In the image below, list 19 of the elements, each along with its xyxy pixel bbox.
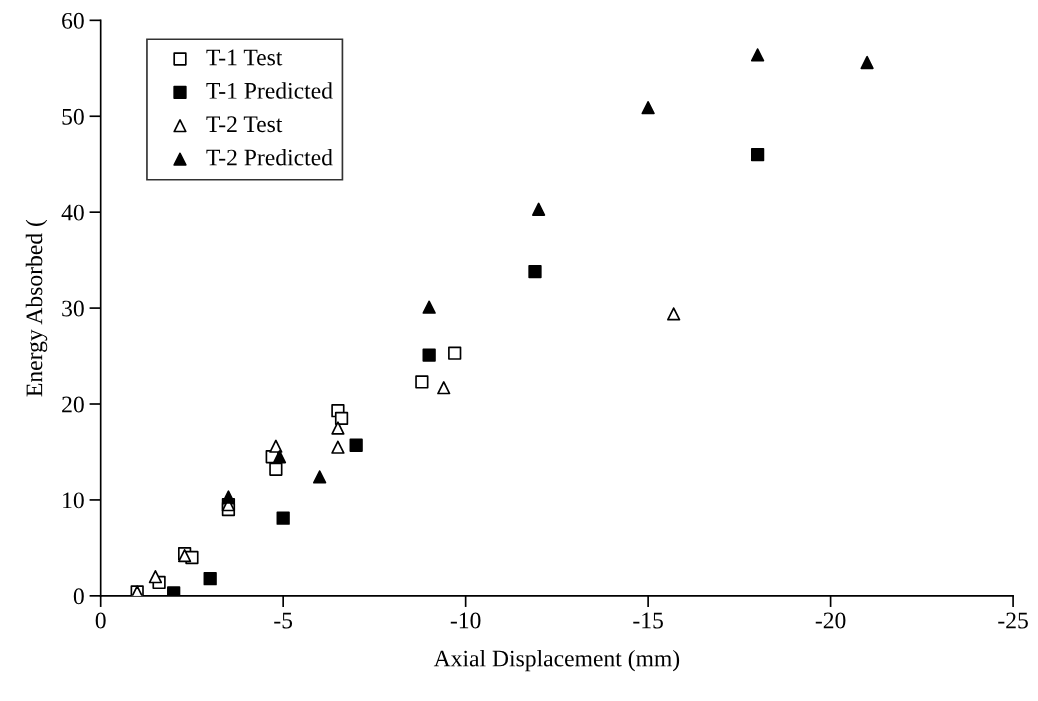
legend-label: T-2 Test: [206, 116, 283, 133]
y-tick-label: 50: [62, 108, 84, 125]
y-tick-label: 30: [62, 300, 84, 317]
x-tick-label: -15: [633, 612, 663, 629]
x-tick-label: -20: [815, 612, 846, 629]
legend-label: T-2 Predicted: [206, 148, 333, 166]
legend-label: T-1 Predicted: [206, 82, 333, 99]
y-tick-label: 20: [62, 396, 84, 413]
y-tick-label: 40: [61, 204, 84, 221]
y-axis-title: Energy Absorbed (: [25, 219, 48, 397]
x-tick-label: -10: [450, 612, 481, 629]
legend-label: T-1 Test: [206, 49, 283, 66]
x-axis-title: Axial Displacement (mm): [433, 649, 680, 672]
x-tick-label: -25: [998, 612, 1028, 629]
x-tick-label: 0: [95, 612, 106, 629]
x-tick-label: -5: [274, 612, 293, 629]
y-tick-label: 10: [63, 492, 84, 509]
y-tick-label: 0: [73, 588, 84, 605]
y-tick-label: 60: [62, 12, 84, 29]
